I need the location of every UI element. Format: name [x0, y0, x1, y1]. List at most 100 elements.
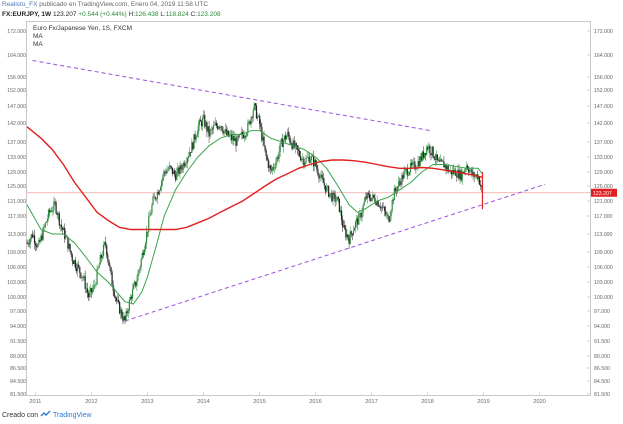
candle-body [450, 170, 453, 175]
candle-body [235, 138, 237, 146]
publisher-name[interactable]: Realisto_FX [2, 1, 38, 8]
y-tick-label-left: 113.000 [8, 232, 26, 238]
candle-body [50, 211, 52, 213]
candle-body [477, 176, 479, 179]
candle-body [221, 126, 223, 131]
candle-body [114, 296, 116, 298]
candle-body [72, 260, 74, 264]
candle-body [399, 181, 401, 183]
candle-body [177, 167, 179, 172]
candle-body [217, 125, 219, 129]
candle-body [381, 206, 384, 208]
y-tick-label-left: 172.000 [7, 29, 26, 35]
candle-body [442, 160, 444, 162]
candle-body [63, 227, 65, 231]
candle-body [342, 220, 344, 228]
candle-body [124, 316, 126, 321]
candle-body [208, 126, 210, 137]
legend-ma-fast[interactable]: MA [33, 33, 43, 40]
candle-body [125, 311, 127, 321]
candle-body [211, 129, 213, 130]
candle-body [353, 227, 356, 232]
candle-body [209, 129, 211, 137]
candle-body [404, 168, 406, 172]
candle-body [199, 119, 202, 122]
candle-body [302, 158, 304, 160]
candle-body [93, 284, 95, 290]
candle-body [92, 289, 94, 293]
candle-body [143, 249, 146, 255]
candle-body [444, 164, 446, 168]
candle-body [39, 240, 41, 242]
candle-body [226, 130, 228, 135]
candle-body [148, 216, 150, 233]
candle-body [138, 269, 140, 273]
candle-body [167, 169, 169, 171]
candle-body [184, 164, 186, 167]
candle-body [137, 272, 139, 281]
candle-body [402, 175, 404, 179]
y-tick-label: 100.000 [594, 295, 613, 301]
candle-body [376, 200, 378, 206]
candle-body [419, 156, 421, 166]
tradingview-brand[interactable]: TradingView [52, 412, 92, 419]
candle-body [111, 272, 113, 285]
candle-body [277, 157, 279, 159]
x-tick-label: 2019 [477, 399, 489, 405]
candle-body [266, 155, 268, 160]
candle-body [481, 185, 483, 187]
y-tick-label-left: 81.500 [10, 392, 26, 398]
candle-body [258, 115, 260, 117]
candle-body [297, 149, 300, 151]
candle-body [412, 162, 414, 166]
candle-body [286, 135, 288, 140]
candle-body [467, 165, 469, 170]
candle-body [64, 227, 66, 239]
candle-body [433, 156, 435, 160]
candle-body [61, 227, 64, 231]
candle-body [359, 213, 361, 214]
chart-frame[interactable] [26, 21, 591, 396]
candle-body [403, 171, 405, 179]
candle-body [439, 160, 441, 162]
candle-body [131, 288, 134, 299]
y-tick-label: 152.000 [594, 88, 613, 94]
candle-body [51, 211, 53, 212]
candle-body [287, 131, 289, 136]
close-value: 123.208 [197, 11, 221, 18]
candle-body [57, 213, 59, 215]
candle-body [147, 231, 149, 233]
candle-body [156, 192, 158, 199]
candle-body [400, 182, 402, 185]
candle-body [322, 178, 324, 183]
candle-body [309, 160, 311, 163]
candle-body [377, 200, 379, 207]
candle-body [170, 166, 172, 168]
candle-body [180, 165, 182, 170]
candle-body [195, 137, 197, 140]
candle-body [303, 158, 305, 166]
candle-body [38, 240, 40, 245]
candle-body [192, 142, 194, 150]
candle-body [103, 242, 106, 245]
candle-body [36, 245, 38, 248]
candle-body [393, 188, 395, 201]
candle-body [191, 142, 193, 153]
candle-body [250, 117, 252, 125]
last-price: 123.207 [52, 11, 77, 18]
candle-body [153, 196, 155, 198]
candle-body [310, 156, 313, 161]
candle-body [55, 202, 57, 214]
axes: 2011 2012 2013 2014 2015 2016 2017 2018 2019 2020… [7, 29, 617, 405]
candle-body [463, 170, 465, 174]
candle-body [249, 121, 251, 125]
candle-body [305, 157, 307, 164]
y-tick-label: 172.000 [594, 29, 613, 35]
candle-body [145, 231, 148, 244]
candle-body [58, 213, 60, 226]
candle-body [33, 235, 36, 244]
candle-body [68, 243, 70, 249]
candle-body [30, 234, 32, 239]
legend-ma-slow[interactable]: MA [33, 41, 43, 48]
